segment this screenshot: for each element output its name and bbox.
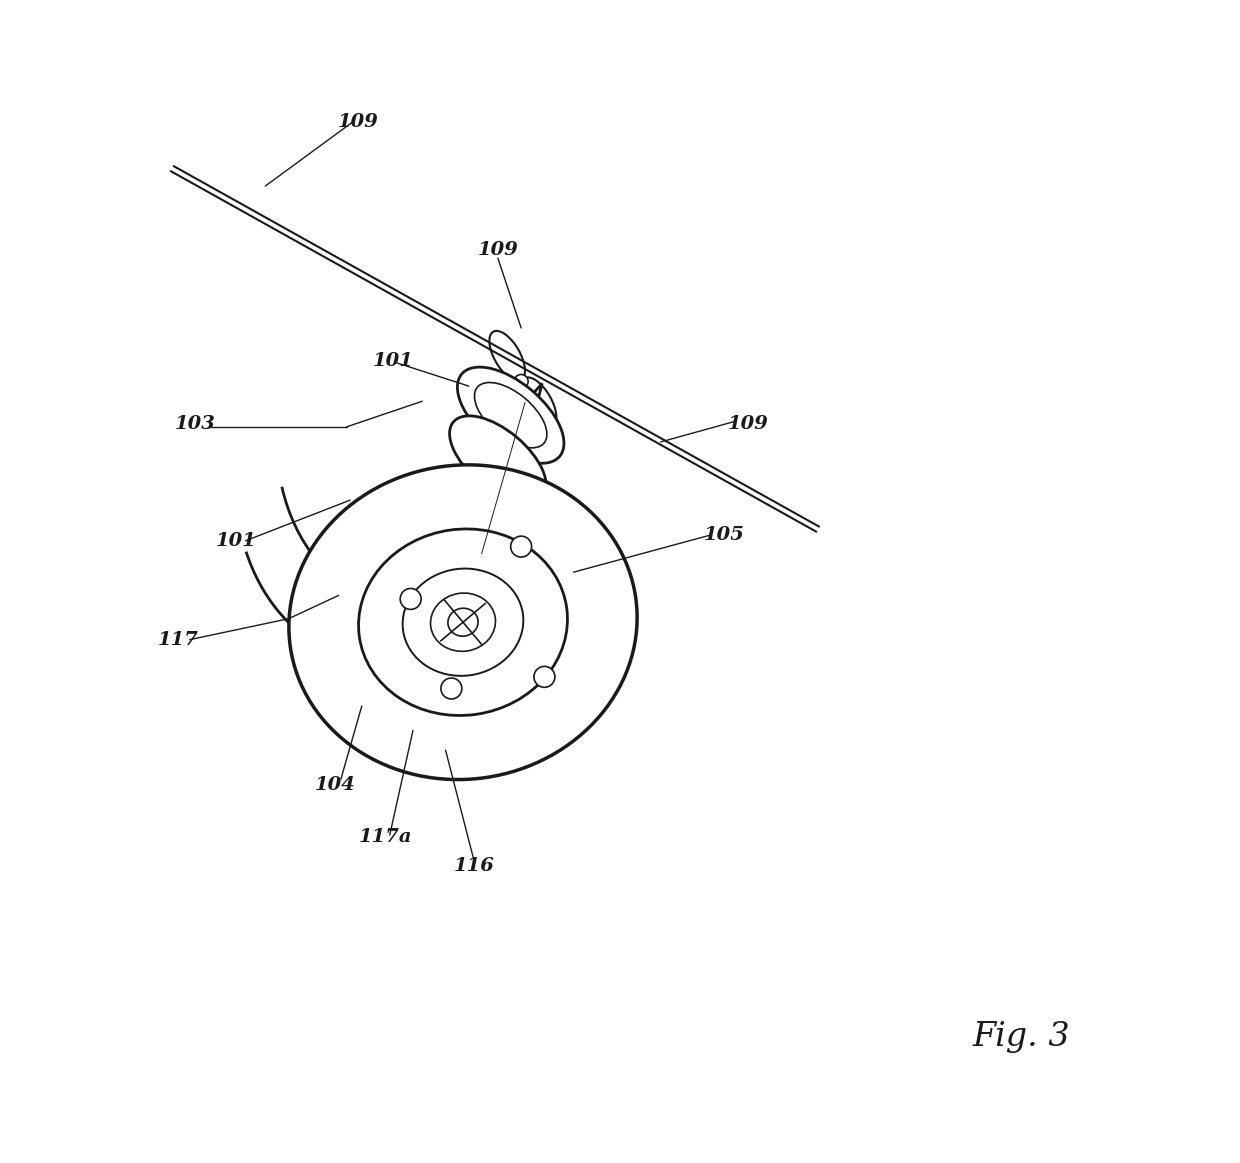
Text: 101: 101 [373, 351, 414, 370]
Text: Fig. 3: Fig. 3 [972, 1021, 1070, 1054]
Text: 101: 101 [216, 531, 257, 550]
Text: 109: 109 [477, 241, 518, 259]
Ellipse shape [450, 416, 546, 502]
Circle shape [441, 678, 461, 699]
Ellipse shape [358, 529, 568, 715]
Text: 105: 105 [704, 526, 745, 544]
Circle shape [534, 666, 554, 687]
Text: 116: 116 [454, 857, 495, 876]
Ellipse shape [289, 465, 637, 779]
Circle shape [515, 374, 528, 388]
Ellipse shape [430, 593, 496, 651]
Ellipse shape [448, 608, 479, 636]
Ellipse shape [458, 368, 564, 463]
Text: 117: 117 [157, 630, 198, 649]
Text: 103: 103 [175, 415, 216, 434]
Polygon shape [440, 384, 542, 600]
Ellipse shape [403, 569, 523, 676]
Text: 109: 109 [728, 415, 769, 434]
Circle shape [511, 536, 532, 557]
Circle shape [401, 588, 422, 609]
Ellipse shape [475, 383, 547, 448]
Text: 117a: 117a [358, 828, 412, 847]
Text: 109: 109 [337, 113, 378, 131]
Text: 104: 104 [315, 776, 356, 794]
